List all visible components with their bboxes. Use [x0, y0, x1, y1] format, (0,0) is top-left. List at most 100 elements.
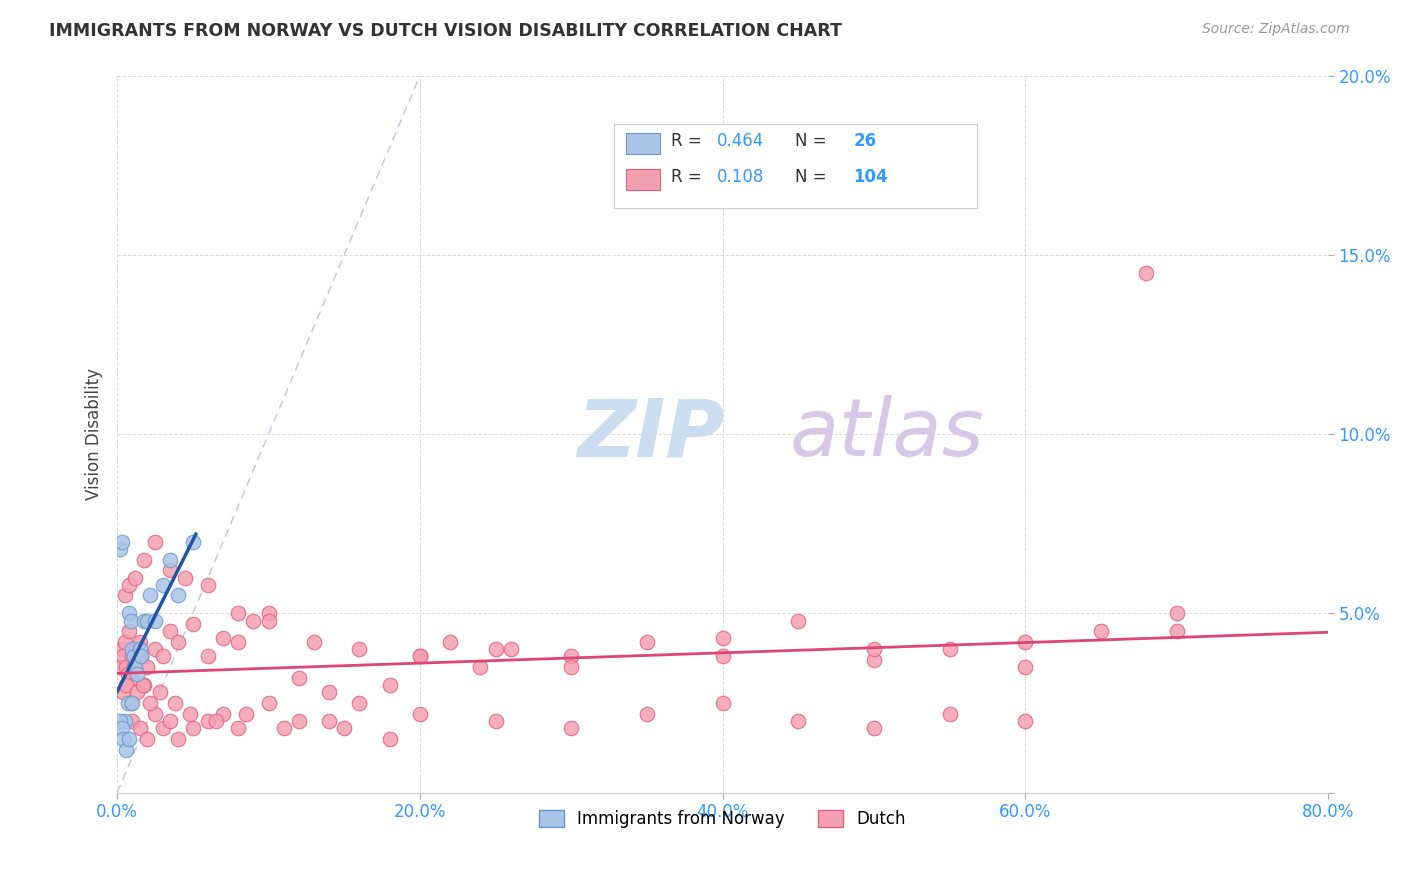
Point [484, 714, 506, 728]
Text: N =: N = [796, 133, 832, 151]
Point [121, 649, 143, 664]
Point [121, 642, 143, 657]
Point [1135, 266, 1157, 280]
Point [711, 649, 734, 664]
Point [1166, 624, 1188, 639]
Point [115, 742, 138, 756]
Point [378, 731, 401, 746]
Point [159, 563, 181, 577]
Point [235, 706, 257, 721]
Point [120, 671, 142, 685]
Point [118, 731, 141, 746]
Point [111, 642, 134, 657]
Point [128, 642, 150, 657]
Point [110, 660, 132, 674]
Point [179, 706, 201, 721]
FancyBboxPatch shape [626, 133, 659, 154]
Point [136, 614, 159, 628]
Point [125, 667, 148, 681]
Point [212, 706, 235, 721]
Text: R =: R = [671, 169, 707, 186]
Point [114, 714, 136, 728]
Point [124, 660, 146, 674]
Point [349, 696, 371, 710]
Y-axis label: Vision Disability: Vision Disability [86, 368, 103, 500]
Point [560, 660, 582, 674]
Point [143, 534, 166, 549]
Point [115, 660, 138, 674]
Point [124, 570, 146, 584]
Point [120, 614, 142, 628]
Point [938, 642, 960, 657]
Point [333, 721, 356, 735]
Point [112, 731, 135, 746]
Point [136, 660, 159, 674]
FancyBboxPatch shape [626, 169, 659, 190]
Point [349, 642, 371, 657]
Point [122, 660, 145, 674]
Point [121, 696, 143, 710]
Point [152, 721, 174, 735]
Legend: Immigrants from Norway, Dutch: Immigrants from Norway, Dutch [533, 803, 912, 835]
Point [143, 614, 166, 628]
Point [117, 696, 139, 710]
Point [166, 589, 188, 603]
Point [152, 649, 174, 664]
Point [409, 706, 432, 721]
Text: N =: N = [796, 169, 832, 186]
Point [125, 653, 148, 667]
Point [128, 635, 150, 649]
Point [134, 678, 156, 692]
FancyBboxPatch shape [613, 124, 977, 208]
Point [181, 534, 204, 549]
Point [378, 678, 401, 692]
Point [863, 721, 886, 735]
Text: R =: R = [671, 133, 707, 151]
Point [242, 614, 264, 628]
Point [409, 649, 432, 664]
Point [863, 642, 886, 657]
Point [711, 632, 734, 646]
Point [318, 685, 340, 699]
Point [257, 696, 280, 710]
Point [484, 642, 506, 657]
Point [131, 649, 153, 664]
Point [111, 534, 134, 549]
Point [181, 617, 204, 632]
Point [115, 678, 138, 692]
Point [1014, 660, 1036, 674]
Point [111, 721, 134, 735]
Point [117, 667, 139, 681]
Point [114, 589, 136, 603]
Point [110, 541, 132, 556]
Point [134, 552, 156, 566]
Text: Source: ZipAtlas.com: Source: ZipAtlas.com [1202, 22, 1350, 37]
Point [124, 642, 146, 657]
Text: atlas: atlas [789, 395, 984, 473]
Point [212, 632, 235, 646]
Text: 104: 104 [853, 169, 889, 186]
Point [139, 696, 162, 710]
Point [226, 607, 249, 621]
Point [125, 685, 148, 699]
Point [318, 714, 340, 728]
Point [132, 678, 155, 692]
Point [174, 570, 197, 584]
Point [636, 635, 658, 649]
Point [257, 607, 280, 621]
Point [110, 714, 132, 728]
Point [163, 696, 186, 710]
Point [1166, 607, 1188, 621]
Point [143, 706, 166, 721]
Point [197, 649, 219, 664]
Point [143, 642, 166, 657]
Point [112, 649, 135, 664]
Point [122, 649, 145, 664]
Text: IMMIGRANTS FROM NORWAY VS DUTCH VISION DISABILITY CORRELATION CHART: IMMIGRANTS FROM NORWAY VS DUTCH VISION D… [49, 22, 842, 40]
Point [139, 589, 162, 603]
Point [499, 642, 522, 657]
Point [114, 635, 136, 649]
Point [787, 614, 810, 628]
Point [120, 696, 142, 710]
Text: 26: 26 [853, 133, 876, 151]
